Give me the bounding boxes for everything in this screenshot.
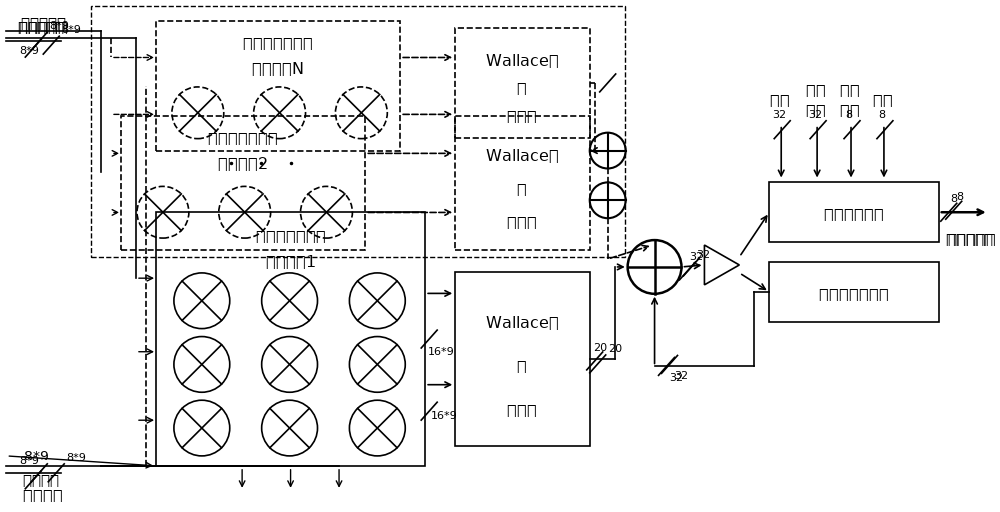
Text: 32: 32 xyxy=(675,371,689,381)
Bar xyxy=(156,22,400,151)
Text: 8*9: 8*9 xyxy=(66,453,86,463)
Text: 32: 32 xyxy=(670,373,684,383)
Bar xyxy=(156,212,425,466)
Text: 8: 8 xyxy=(951,194,958,204)
Text: 32: 32 xyxy=(696,250,711,260)
Bar xyxy=(121,116,365,250)
Text: 8: 8 xyxy=(957,193,964,202)
Bar xyxy=(455,116,590,250)
Text: 8: 8 xyxy=(845,110,853,120)
Text: 20: 20 xyxy=(608,344,622,354)
Text: 8*9: 8*9 xyxy=(61,25,81,35)
Text: 16*9: 16*9 xyxy=(431,411,458,421)
Bar xyxy=(455,272,590,446)
Text: 32: 32 xyxy=(689,252,704,262)
Bar xyxy=(769,262,939,322)
Text: 8*9: 8*9 xyxy=(19,46,39,56)
Bar xyxy=(769,182,939,242)
Text: 20: 20 xyxy=(593,343,607,353)
Text: 8*9: 8*9 xyxy=(49,21,69,31)
Text: 8: 8 xyxy=(878,110,885,120)
Text: 32: 32 xyxy=(808,110,822,120)
Bar xyxy=(455,28,590,138)
Text: 16*9: 16*9 xyxy=(428,347,455,357)
Bar xyxy=(91,6,625,257)
Text: 8*9: 8*9 xyxy=(19,456,39,466)
Text: 32: 32 xyxy=(772,110,786,120)
